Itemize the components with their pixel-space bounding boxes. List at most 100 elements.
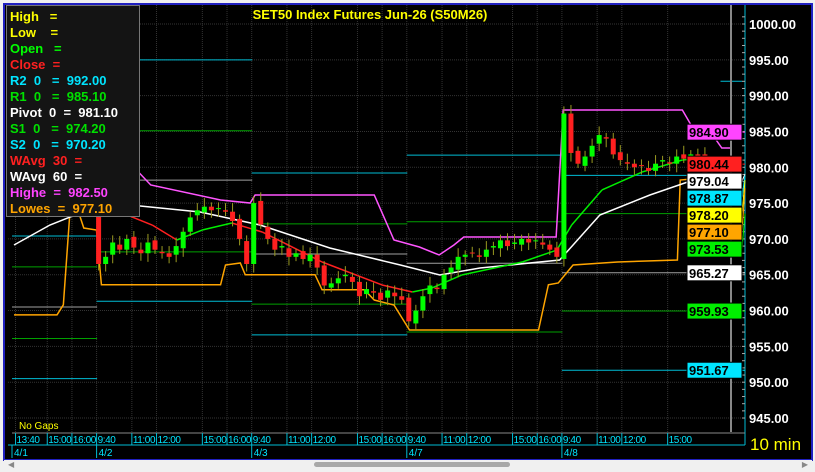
- candle-body: [194, 210, 200, 216]
- legend-item: High =: [10, 9, 58, 24]
- candle-body: [568, 113, 574, 153]
- date-label: 4/3: [254, 448, 268, 459]
- time-label: 16:00: [383, 435, 407, 446]
- time-label: 12:00: [158, 435, 182, 446]
- candle-body: [335, 278, 341, 284]
- candle-body: [617, 152, 623, 161]
- price-axis[interactable]: 945.00 950.00 955.00 960.00 965.00 970.00 975.…: [742, 16, 796, 426]
- time-label: 11:00: [598, 435, 621, 446]
- candle-body: [230, 211, 236, 222]
- time-label: 12:00: [623, 435, 647, 446]
- time-label: 11:00: [288, 435, 311, 446]
- candle-body: [455, 256, 461, 270]
- price-marker-label: 959.93: [689, 304, 729, 319]
- wavg30-segment: [571, 189, 603, 226]
- y-tick-label: 975.00: [749, 196, 789, 211]
- gap-mode-label: No Gaps: [19, 421, 58, 432]
- candle-body: [554, 247, 560, 257]
- legend-item: Highe = 982.50: [10, 185, 108, 200]
- price-marker-box: [686, 240, 743, 258]
- price-markers: 984.90 980.44 979.04 978.87 978.20 977.10 973.…: [686, 123, 746, 379]
- scroll-left-icon[interactable]: ◀: [8, 460, 15, 469]
- legend-item: Close =: [10, 57, 61, 72]
- date-label: 4/1: [14, 448, 28, 459]
- time-label: 15:00: [514, 435, 538, 446]
- candle-body: [208, 206, 214, 211]
- candle-body: [462, 254, 468, 257]
- y-tick-label: 970.00: [749, 232, 789, 247]
- candle-body: [589, 145, 595, 157]
- wavg30-segment: [381, 284, 413, 293]
- candle-body: [385, 290, 391, 298]
- horizontal-scrollbar[interactable]: ◀ ▶: [4, 460, 812, 470]
- time-label: 11:00: [443, 435, 466, 446]
- candle-body: [279, 246, 285, 248]
- candle-body: [540, 242, 546, 245]
- time-label: 15:00: [358, 435, 382, 446]
- price-marker-box: [686, 206, 743, 224]
- chart-title: SET50 Index Futures Jun-26 (S50M26): [253, 7, 488, 22]
- time-label: 16:00: [228, 435, 252, 446]
- time-label: 9:40: [563, 435, 582, 446]
- price-marker-box: [686, 223, 743, 241]
- candle-body: [660, 160, 666, 162]
- candle-body: [180, 231, 186, 249]
- candle-body: [159, 251, 165, 254]
- candle-body: [490, 246, 496, 248]
- legend-item: Low =: [10, 25, 59, 40]
- legend-item: Open =: [10, 41, 62, 56]
- candle-body: [152, 240, 158, 250]
- y-tick-label: 965.00: [749, 268, 789, 283]
- candle-body: [293, 253, 299, 257]
- candle-body: [448, 267, 454, 273]
- candle-body: [420, 296, 426, 311]
- candle-body: [138, 249, 144, 254]
- candle-body: [237, 218, 243, 239]
- y-tick-label: 995.00: [749, 53, 789, 68]
- price-marker-box: [686, 264, 743, 282]
- candle-body: [695, 154, 701, 157]
- candle-body: [131, 236, 137, 248]
- time-label: 15:00: [48, 435, 72, 446]
- y-tick-label: 985.00: [749, 124, 789, 139]
- indicator-legend: High = Low = Open = Close = R2 0 = 992.00 R1 …: [6, 5, 140, 217]
- time-label: 9:40: [253, 435, 272, 446]
- interval-label[interactable]: 10 min: [750, 435, 801, 454]
- y-tick-label: 960.00: [749, 304, 789, 319]
- candle-body: [201, 206, 207, 213]
- candle-body: [145, 242, 151, 254]
- price-marker-label: 973.53: [689, 242, 729, 257]
- candle-body: [364, 289, 369, 295]
- price-marker-label: 979.04: [689, 174, 730, 189]
- candle-body: [483, 249, 489, 257]
- candle-body: [533, 240, 539, 242]
- candle-body: [272, 238, 278, 250]
- time-label: 13:40: [17, 435, 41, 446]
- candle-body: [300, 251, 306, 259]
- price-marker-box: [686, 155, 743, 173]
- date-label: 4/8: [564, 448, 578, 459]
- time-axis[interactable]: 13:40 15:00 16:00 9:40 11:00 12:00 15:00 16:00 9…: [11, 433, 693, 459]
- price-marker-label: 984.90: [689, 125, 729, 140]
- date-label: 4/7: [409, 448, 423, 459]
- price-marker-label: 978.20: [689, 208, 729, 223]
- time-label: 9:40: [408, 435, 427, 446]
- candle-body: [413, 310, 419, 324]
- y-tick-label: 955.00: [749, 339, 789, 354]
- legend-item: S2 0 = 970.20: [10, 137, 106, 152]
- wavg30-segment: [461, 261, 523, 276]
- candle-body: [469, 252, 475, 254]
- scroll-right-icon[interactable]: ▶: [801, 460, 808, 469]
- candle-body: [399, 296, 405, 300]
- candle-body: [603, 137, 609, 139]
- price-marker-box: [686, 172, 743, 190]
- scrollbar-thumb[interactable]: [314, 462, 510, 467]
- candle-body: [575, 150, 581, 164]
- candle-body: [497, 240, 503, 249]
- time-label: 16:00: [538, 435, 562, 446]
- candle-body: [441, 274, 447, 290]
- legend-item: WAvg 30 =: [10, 153, 83, 168]
- candle-body: [631, 163, 637, 168]
- price-marker-label: 965.27: [689, 266, 729, 281]
- candle-body: [505, 240, 510, 247]
